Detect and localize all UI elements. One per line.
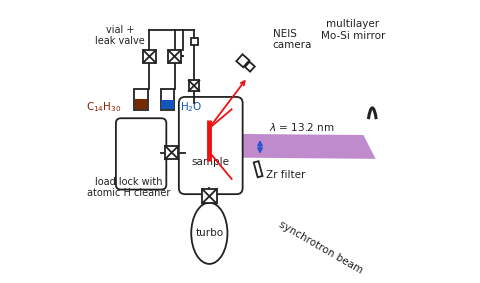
Text: $\lambda$ = 13.2 nm: $\lambda$ = 13.2 nm xyxy=(269,121,335,134)
FancyBboxPatch shape xyxy=(116,118,167,190)
Bar xyxy=(135,98,147,110)
Bar xyxy=(165,146,179,159)
Bar xyxy=(254,161,263,177)
Bar xyxy=(161,89,174,110)
Bar xyxy=(134,89,148,110)
Ellipse shape xyxy=(191,203,228,264)
Bar xyxy=(161,100,174,110)
Text: synchrotron beam: synchrotron beam xyxy=(277,219,364,275)
Text: C$_{14}$H$_{30}$: C$_{14}$H$_{30}$ xyxy=(85,100,121,114)
Text: sample: sample xyxy=(192,157,230,167)
Bar xyxy=(168,50,180,63)
Bar xyxy=(189,80,199,91)
Text: vial +
leak valve: vial + leak valve xyxy=(96,25,145,46)
Bar xyxy=(191,38,197,44)
Bar xyxy=(245,62,255,72)
Text: turbo: turbo xyxy=(195,228,223,238)
Text: multilayer
Mo-Si mirror: multilayer Mo-Si mirror xyxy=(321,19,385,41)
Bar xyxy=(144,50,156,63)
Text: H$_2$O: H$_2$O xyxy=(180,100,203,114)
Bar xyxy=(236,54,249,67)
Text: NEIS
camera: NEIS camera xyxy=(273,29,312,50)
FancyBboxPatch shape xyxy=(179,97,243,194)
Polygon shape xyxy=(204,134,376,159)
Bar xyxy=(202,189,216,203)
Text: load lock with
atomic H cleaner: load lock with atomic H cleaner xyxy=(87,177,170,198)
Text: Zr filter: Zr filter xyxy=(266,170,306,180)
